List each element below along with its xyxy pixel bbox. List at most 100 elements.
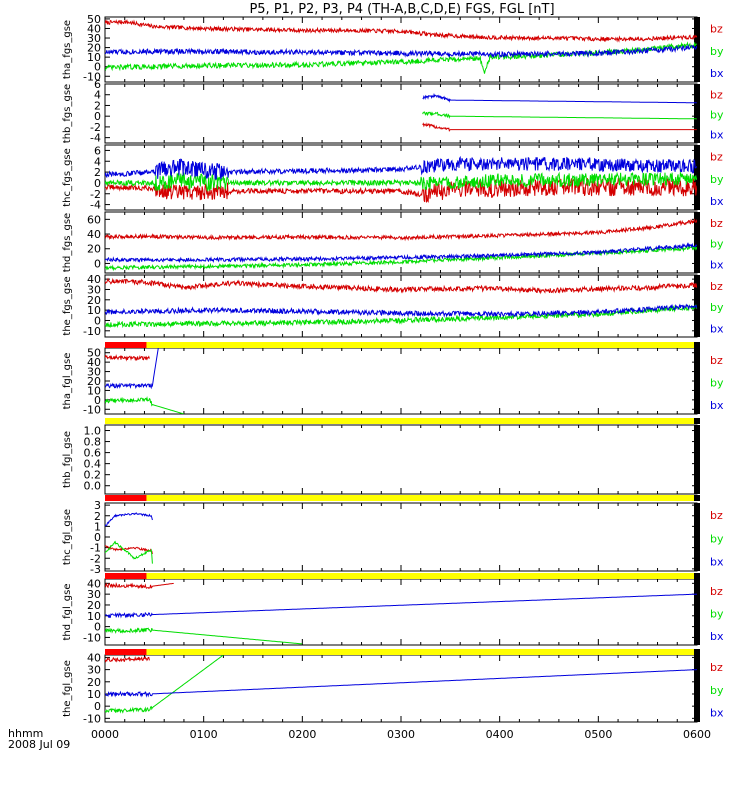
series-bx — [105, 669, 697, 698]
y-tick-label: -2 — [90, 121, 101, 134]
y-tick-label: 30 — [87, 32, 101, 45]
y-tick-label: 0 — [94, 621, 101, 634]
status-bar-red — [105, 342, 147, 348]
status-bar-end — [694, 342, 700, 348]
y-tick-label: 0 — [94, 110, 101, 123]
y-tick-label: 6 — [94, 78, 101, 91]
time-tick-label: 0100 — [190, 728, 218, 741]
time-tick-label: 0600 — [683, 728, 711, 741]
series-by — [105, 41, 697, 74]
status-bar-yellow — [105, 342, 697, 348]
legend-bz: bz — [710, 280, 723, 293]
legend-bz: bz — [710, 585, 723, 598]
legend-bx: bx — [710, 322, 724, 335]
traces — [105, 218, 697, 272]
panel-frame — [104, 83, 698, 144]
y-axis-label: thb_fgs_gse — [62, 84, 73, 143]
panel-thd_fgs_gse: 60 40 200 thd_fgs_gse bz by bx — [62, 211, 724, 274]
y-tick-label: 40 — [87, 273, 101, 286]
time-tick-label: 0200 — [288, 728, 316, 741]
series-by — [105, 655, 224, 714]
y-tick-label: 0 — [94, 700, 101, 713]
y-tick-label: 40 — [87, 22, 101, 35]
legend-bz: bz — [710, 89, 723, 102]
status-bar-end — [694, 418, 700, 424]
y-tick-label: -10 — [83, 631, 101, 644]
y-tick-label: 6 — [94, 144, 101, 157]
legend-bx: bx — [710, 707, 724, 720]
y-tick-label: 20 — [87, 676, 101, 689]
series-bx — [105, 155, 697, 180]
plot-title: P5, P1, P2, P3, P4 (TH-A,B,C,D,E) FGS, F… — [249, 2, 554, 17]
y-tick-label: 0.6 — [84, 447, 102, 460]
y-tick-label: 0.4 — [84, 458, 102, 471]
traces — [105, 19, 697, 74]
legend-by: by — [710, 45, 724, 58]
legend-by: by — [710, 607, 724, 620]
legend-bz: bz — [710, 151, 723, 164]
legend-bx: bx — [710, 67, 724, 80]
series-bz — [422, 122, 697, 132]
right-edge-bar — [694, 84, 700, 143]
y-tick-label: 0 — [94, 177, 101, 190]
y-axis-label: tha_fgl_gse — [62, 353, 73, 410]
right-edge-bar — [694, 655, 700, 722]
y-tick-label: 0.8 — [84, 436, 102, 449]
y-tick-label: 3 — [94, 499, 101, 512]
right-edge-bar — [694, 212, 700, 273]
y-tick-label: 1 — [94, 520, 101, 533]
y-tick-label: -2 — [90, 188, 101, 201]
y-tick-label: 40 — [87, 651, 101, 664]
series-bz — [105, 354, 150, 362]
traces — [105, 512, 153, 564]
series-by — [422, 111, 697, 120]
series-bx — [105, 242, 697, 264]
panel-thb_fgl_gse: 1.00.80.60.40.20.0 thb_fgl_gse — [62, 418, 700, 495]
y-axis-label: the_fgl_gse — [62, 660, 73, 717]
status-bar-red — [105, 649, 147, 655]
y-axis-label: thc_fgs_gse — [62, 148, 73, 207]
y-tick-label: 20 — [87, 599, 101, 612]
time-tick-label: 0400 — [486, 728, 514, 741]
traces — [105, 277, 697, 329]
y-tick-label: -4 — [90, 132, 101, 145]
legend-bz: bz — [710, 509, 723, 522]
y-tick-label: -3 — [90, 563, 101, 576]
traces — [105, 655, 697, 714]
series-bz — [105, 218, 697, 242]
legend-bx: bx — [710, 195, 724, 208]
status-bar-yellow — [105, 495, 697, 501]
y-tick-label: 60 — [87, 213, 101, 226]
y-tick-label: 0.2 — [84, 469, 102, 482]
y-tick-label: 10 — [87, 51, 101, 64]
y-tick-label: 10 — [87, 688, 101, 701]
y-tick-label: 10 — [87, 384, 101, 397]
y-tick-label: -10 — [83, 325, 101, 338]
y-tick-label: 20 — [87, 243, 101, 256]
traces — [422, 92, 697, 132]
series-bx — [105, 43, 697, 59]
y-tick-label: -10 — [83, 70, 101, 83]
status-bar-yellow — [105, 418, 697, 424]
time-axis-label-hhmm: hhmm — [8, 727, 43, 740]
y-tick-label: 20 — [87, 294, 101, 307]
legend-by: by — [710, 376, 724, 389]
panel-frame — [104, 654, 698, 723]
time-tick-label: 0000 — [91, 728, 119, 741]
legend-by: by — [710, 301, 724, 314]
y-tick-label: 30 — [87, 664, 101, 677]
y-tick-label: 20 — [87, 42, 101, 55]
time-tick-label: 0300 — [387, 728, 415, 741]
legend-bz: bz — [710, 354, 723, 367]
y-tick-label: 30 — [87, 588, 101, 601]
series-by — [105, 396, 184, 414]
status-bar-end — [694, 495, 700, 501]
series-bz — [105, 655, 150, 663]
y-tick-label: -4 — [90, 199, 101, 212]
right-edge-bar — [694, 503, 700, 571]
y-axis-label: thd_fgl_gse — [62, 584, 73, 641]
